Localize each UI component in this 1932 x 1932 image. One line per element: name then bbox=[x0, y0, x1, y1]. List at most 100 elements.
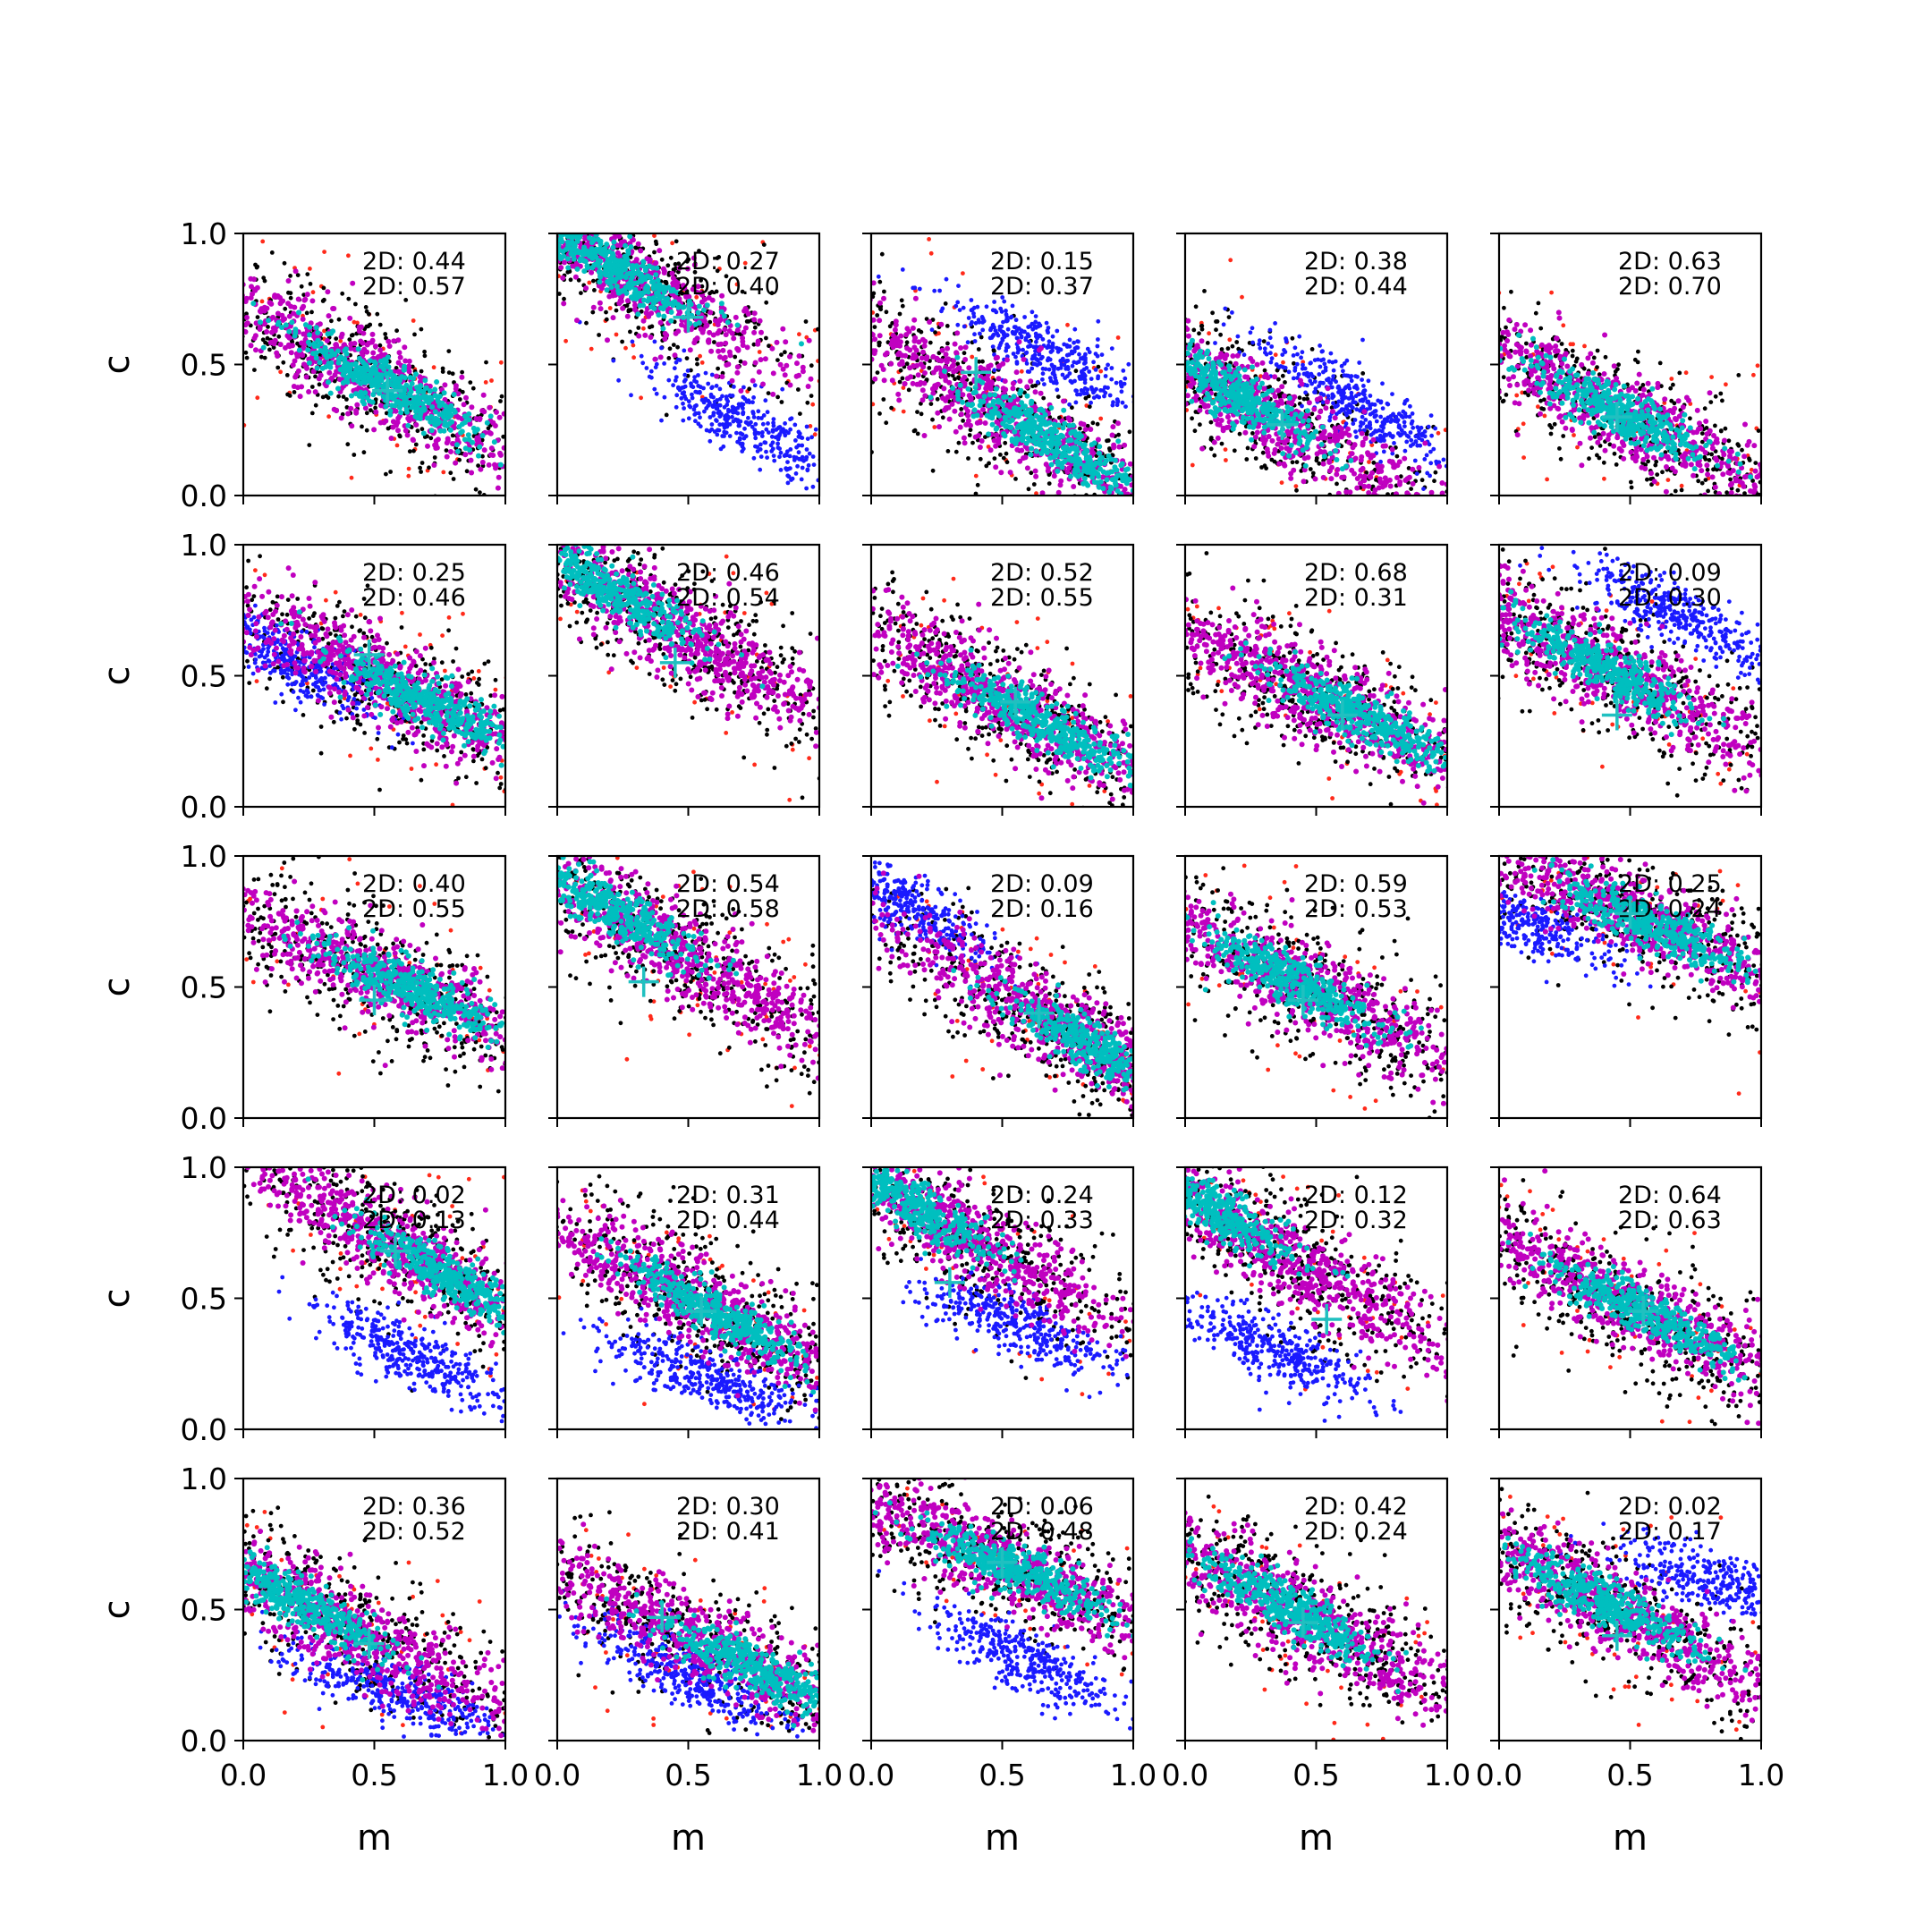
region-outer-point bbox=[1139, 489, 1144, 495]
sample-point bbox=[550, 286, 555, 291]
sample-point bbox=[1143, 451, 1148, 455]
sample-point bbox=[993, 456, 997, 461]
alternate-point bbox=[771, 440, 775, 445]
region-outer-point bbox=[936, 382, 941, 387]
region-inner-point bbox=[1159, 509, 1165, 514]
alternate-point bbox=[682, 406, 686, 411]
region-outer-point bbox=[497, 415, 503, 420]
region-inner-point bbox=[562, 208, 567, 214]
sample-point bbox=[919, 411, 924, 416]
region-inner-point bbox=[1157, 487, 1163, 492]
sample-point bbox=[961, 419, 965, 423]
sample-point bbox=[578, 225, 582, 229]
alternate-point bbox=[731, 411, 735, 415]
region-outer-point bbox=[325, 289, 330, 294]
region-outer-point bbox=[742, 360, 748, 366]
region-inner-point bbox=[631, 296, 636, 301]
alternate-point bbox=[757, 416, 761, 420]
sample-point bbox=[828, 419, 833, 424]
region-outer-point bbox=[919, 355, 925, 360]
region-inner-point bbox=[520, 222, 525, 227]
region-outer-point bbox=[662, 268, 667, 274]
region-inner-point bbox=[955, 389, 961, 394]
region-inner-point bbox=[1037, 407, 1042, 412]
region-outer-point bbox=[547, 246, 552, 251]
region-inner-point bbox=[539, 235, 545, 241]
alternate-point bbox=[1030, 367, 1034, 371]
outlier-point bbox=[631, 343, 636, 348]
region-outer-point bbox=[313, 389, 318, 394]
region-inner-point bbox=[632, 287, 638, 292]
alternate-point bbox=[708, 415, 713, 419]
region-inner-point bbox=[292, 334, 298, 339]
sample-point bbox=[233, 276, 238, 281]
region-outer-point bbox=[395, 337, 401, 343]
alternate-point bbox=[616, 378, 621, 383]
region-outer-point bbox=[826, 376, 832, 381]
region-inner-point bbox=[318, 348, 323, 353]
alternate-point bbox=[1120, 389, 1124, 394]
region-outer-point bbox=[989, 379, 995, 385]
alternate-point bbox=[674, 405, 679, 410]
sample-point bbox=[419, 369, 424, 374]
region-outer-point bbox=[353, 408, 359, 413]
region-outer-point bbox=[1067, 465, 1072, 470]
region-outer-point bbox=[784, 363, 789, 369]
region-outer-point bbox=[746, 311, 751, 317]
region-outer-point bbox=[283, 345, 288, 351]
region-outer-point bbox=[589, 270, 594, 275]
alternate-point bbox=[652, 387, 657, 392]
region-inner-point bbox=[1127, 477, 1132, 482]
sample-point bbox=[305, 311, 309, 316]
sample-point bbox=[764, 301, 768, 305]
y-tick-label: 0.5 bbox=[181, 348, 227, 383]
region-inner-point bbox=[630, 275, 635, 280]
region-outer-point bbox=[963, 422, 969, 428]
region-inner-point bbox=[1025, 394, 1030, 399]
stat-label: 2D: 0.27 bbox=[676, 248, 780, 275]
region-outer-point bbox=[738, 388, 743, 394]
region-inner-point bbox=[286, 329, 292, 335]
sample-point bbox=[419, 327, 424, 332]
sample-point bbox=[378, 323, 383, 327]
region-inner-point bbox=[1106, 489, 1112, 495]
region-outer-point bbox=[349, 423, 354, 428]
region-inner-point bbox=[675, 301, 681, 307]
region-inner-point bbox=[662, 302, 667, 308]
region-inner-point bbox=[307, 360, 312, 366]
region-outer-point bbox=[339, 415, 344, 420]
region-outer-point bbox=[1011, 386, 1016, 391]
sample-point bbox=[346, 297, 351, 301]
region-outer-point bbox=[720, 348, 725, 353]
sample-point bbox=[695, 362, 699, 367]
region-outer-point bbox=[760, 382, 766, 387]
region-outer-point bbox=[492, 462, 497, 468]
region-outer-point bbox=[942, 408, 947, 413]
sample-point bbox=[880, 252, 885, 257]
region-inner-point bbox=[560, 217, 565, 223]
alternate-point bbox=[698, 415, 702, 419]
outlier-point bbox=[821, 456, 826, 461]
sample-point bbox=[866, 355, 870, 360]
alternate-point bbox=[1109, 377, 1114, 382]
region-inner-point bbox=[665, 296, 670, 301]
region-inner-point bbox=[1140, 479, 1146, 484]
region-outer-point bbox=[1017, 378, 1022, 384]
alternate-point bbox=[805, 447, 809, 452]
sample-point bbox=[628, 330, 632, 335]
sample-point bbox=[500, 394, 504, 399]
alternate-point bbox=[976, 305, 980, 309]
alternate-point bbox=[1006, 327, 1011, 332]
sample-point bbox=[1136, 469, 1140, 473]
alternate-point bbox=[739, 431, 743, 436]
alternate-point bbox=[718, 403, 723, 408]
region-outer-point bbox=[1008, 470, 1013, 475]
region-inner-point bbox=[595, 259, 600, 265]
sample-point bbox=[913, 428, 918, 433]
alternate-point bbox=[712, 411, 716, 415]
region-outer-point bbox=[1061, 399, 1066, 404]
alternate-point bbox=[679, 396, 683, 401]
sample-point bbox=[365, 411, 369, 415]
region-inner-point bbox=[1123, 502, 1128, 507]
region-outer-point bbox=[1122, 443, 1127, 448]
